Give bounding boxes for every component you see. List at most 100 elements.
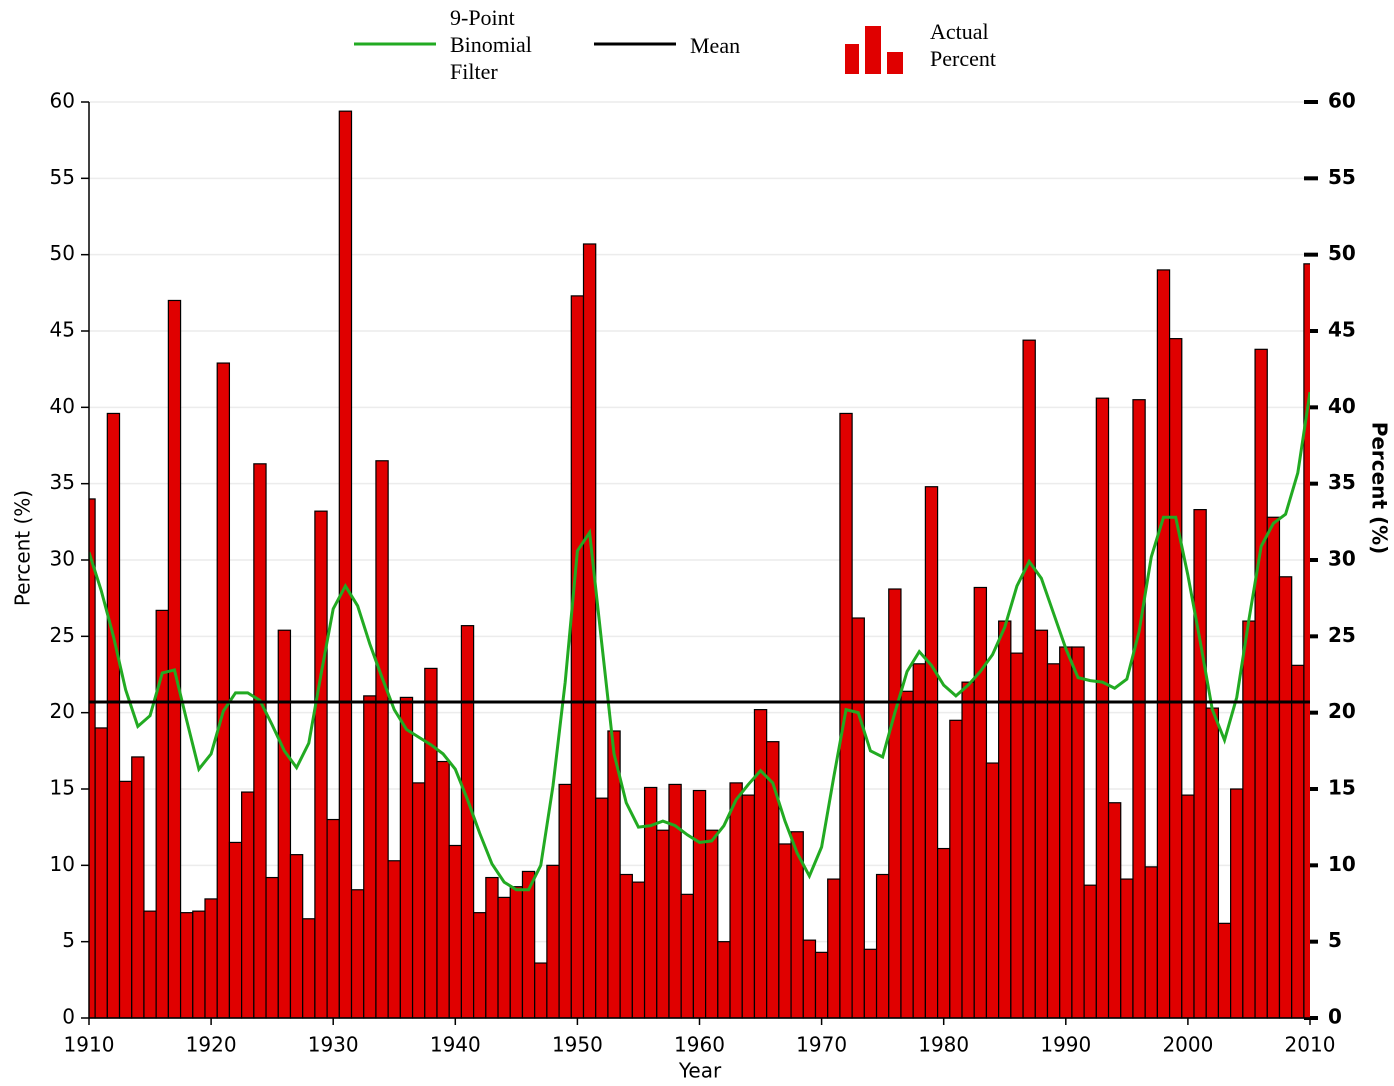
- bar: [827, 878, 841, 1019]
- y2-tick-label: 60: [1328, 89, 1356, 113]
- x-tick-label: 1990: [1040, 1033, 1091, 1057]
- legend-label: 9-Point Binomial Filter: [450, 5, 532, 84]
- bar: [228, 841, 243, 1019]
- y-axis-label: Percent (%): [11, 490, 35, 606]
- bar: [1095, 397, 1110, 1019]
- bar: [387, 860, 401, 1019]
- y2-tick-label: 45: [1328, 318, 1356, 342]
- bar: [1230, 788, 1244, 1019]
- bar: [375, 460, 389, 1019]
- bar: [1266, 516, 1281, 1019]
- bar: [1120, 878, 1134, 1019]
- bar: [998, 620, 1012, 1019]
- bar: [814, 951, 829, 1019]
- bar: [1034, 629, 1049, 1019]
- x-tick-label: 1960: [674, 1033, 725, 1057]
- bar: [888, 588, 902, 1019]
- bar: [851, 617, 865, 1019]
- bar: [570, 295, 585, 1019]
- bar: [399, 696, 414, 1019]
- bar: [277, 629, 292, 1019]
- bar: [106, 412, 121, 1019]
- bar: [729, 782, 743, 1019]
- bar: [289, 854, 304, 1019]
- bar: [961, 681, 975, 1019]
- bar: [1107, 802, 1122, 1019]
- y-tick-label: 20: [50, 699, 75, 723]
- bar: [497, 896, 511, 1019]
- bar: [265, 876, 279, 1019]
- bar: [448, 844, 463, 1019]
- filter-line: [89, 391, 1310, 892]
- bar: [143, 910, 157, 1019]
- bar: [558, 783, 572, 1019]
- bar: [253, 463, 267, 1019]
- bar: [1242, 620, 1256, 1019]
- bar: [1022, 339, 1036, 1019]
- bar: [1144, 866, 1158, 1019]
- bar: [302, 918, 316, 1019]
- x-tick-label: 1930: [308, 1033, 359, 1057]
- bar: [411, 782, 426, 1019]
- bar: [717, 941, 731, 1019]
- y2-tick-label: 50: [1328, 241, 1356, 265]
- bar: [1010, 652, 1024, 1019]
- bar: [741, 794, 756, 1019]
- bar: [1083, 884, 1097, 1019]
- bar: [912, 663, 926, 1019]
- y-tick-label: 50: [50, 241, 75, 265]
- bar: [973, 586, 988, 1019]
- bar: [326, 818, 340, 1019]
- y2-tick-label: 35: [1328, 470, 1356, 494]
- bar: [338, 110, 353, 1019]
- y-tick-label: 45: [50, 318, 75, 342]
- legend-label: Mean: [690, 33, 740, 58]
- y-tick-label: 15: [50, 776, 75, 800]
- bar: [863, 948, 878, 1019]
- y-tick-label: 0: [62, 1005, 75, 1029]
- bar: [179, 912, 194, 1019]
- bar: [192, 910, 206, 1019]
- bar: [705, 829, 719, 1019]
- x-tick-label: 1940: [430, 1033, 481, 1057]
- bar: [680, 893, 694, 1019]
- x-tick-label: 1910: [64, 1033, 115, 1057]
- y-tick-label: 25: [50, 623, 75, 647]
- bar: [473, 912, 487, 1019]
- bar: [216, 362, 231, 1019]
- y2-tick-label: 55: [1328, 165, 1356, 189]
- bar: [582, 243, 597, 1019]
- bar: [900, 690, 914, 1019]
- bar: [131, 756, 145, 1019]
- y2-tick-label: 25: [1328, 623, 1356, 647]
- y-tick-label: 30: [50, 547, 75, 571]
- bar: [1193, 509, 1207, 1019]
- bar: [534, 962, 548, 1019]
- bar: [167, 299, 182, 1019]
- bar: [94, 727, 108, 1019]
- bar: [778, 843, 792, 1019]
- bar: [546, 864, 560, 1019]
- bar: [1046, 663, 1061, 1019]
- y-tick-label: 60: [50, 89, 75, 113]
- bar: [631, 881, 646, 1019]
- x-tick-label: 1920: [186, 1033, 237, 1057]
- bar: [436, 760, 450, 1019]
- x-tick-label: 2010: [1285, 1033, 1336, 1057]
- y2-axis-label: Percent (%): [1368, 422, 1392, 555]
- bar: [314, 510, 328, 1019]
- y-tick-label: 55: [50, 165, 75, 189]
- x-tick-label: 1950: [552, 1033, 603, 1057]
- bar: [1217, 922, 1232, 1019]
- y2-tick-label: 30: [1328, 547, 1356, 571]
- x-axis-label: Year: [678, 1059, 722, 1083]
- bar: [350, 889, 365, 1019]
- bar: [668, 783, 682, 1019]
- y2-tick-label: 40: [1328, 394, 1356, 418]
- bar: [936, 847, 951, 1019]
- y2-tick-label: 20: [1328, 699, 1356, 723]
- bar: [1181, 794, 1195, 1019]
- legend-bar-icon: [845, 26, 903, 74]
- bar: [802, 939, 817, 1019]
